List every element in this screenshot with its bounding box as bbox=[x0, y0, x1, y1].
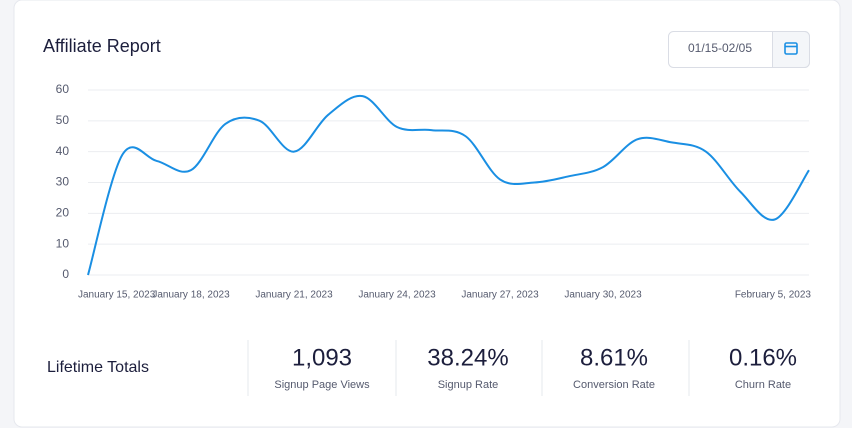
date-range: 01/15-02/05 bbox=[688, 41, 752, 55]
x-tick-label: January 21, 2023 bbox=[255, 290, 333, 301]
calendar-icon bbox=[784, 42, 798, 55]
y-tick-label: 20 bbox=[56, 206, 70, 220]
stat-value: 0.16% bbox=[729, 344, 797, 371]
stats: 1,093 Signup Page Views 38.24% Signup Rate 8… bbox=[247, 340, 797, 396]
stat-label: Churn Rate bbox=[735, 379, 791, 391]
y-tick-label: 60 bbox=[56, 82, 70, 96]
x-tick-label: January 24, 2023 bbox=[358, 290, 436, 301]
stat-label: Signup Rate bbox=[438, 379, 499, 391]
x-tick-label: February 5, 2023 bbox=[735, 290, 812, 301]
stat-value: 8.61% bbox=[580, 344, 648, 371]
y-tick-label: 30 bbox=[56, 175, 70, 189]
calendar-button[interactable] bbox=[772, 31, 810, 68]
y-tick-label: 40 bbox=[56, 144, 70, 158]
y-tick-label: 10 bbox=[56, 236, 70, 250]
x-tick-label: January 18, 2023 bbox=[152, 290, 230, 301]
y-tick-label: 50 bbox=[56, 113, 70, 127]
totals-label: Lifetime Totals bbox=[47, 359, 149, 376]
x-tick-label: January 15, 2023 bbox=[78, 290, 156, 301]
date-picker[interactable]: 01/15-02/05 bbox=[668, 31, 810, 68]
y-tick-label: 0 bbox=[62, 267, 69, 281]
stat-value: 1,093 bbox=[292, 344, 352, 371]
line-series bbox=[87, 94, 810, 276]
stat-value: 38.24% bbox=[427, 344, 508, 371]
stat-label: Signup Page Views bbox=[274, 379, 370, 391]
title: Affiliate Report bbox=[43, 36, 161, 56]
x-tick-label: January 27, 2023 bbox=[461, 290, 539, 301]
x-tick-label: January 30, 2023 bbox=[564, 290, 642, 301]
stat-label: Conversion Rate bbox=[573, 379, 655, 391]
